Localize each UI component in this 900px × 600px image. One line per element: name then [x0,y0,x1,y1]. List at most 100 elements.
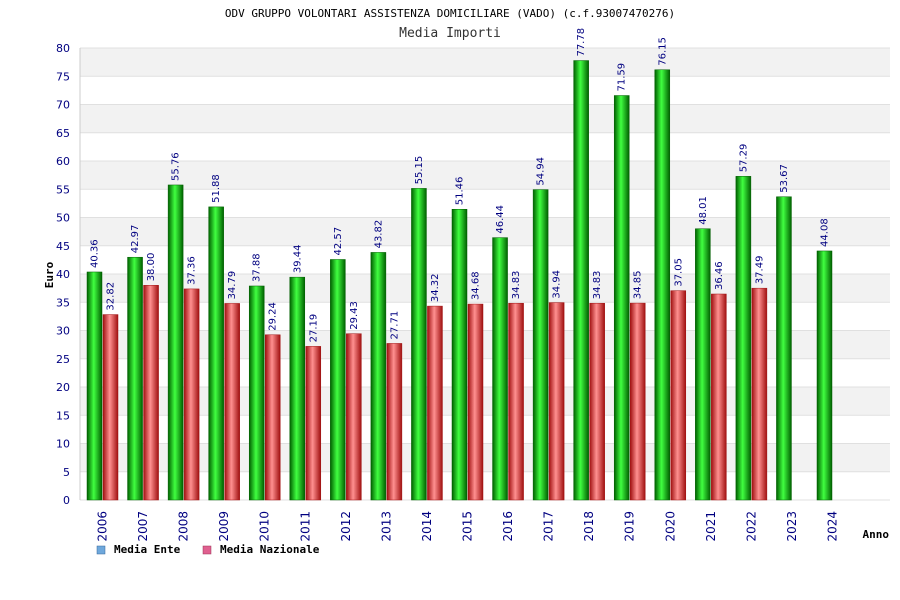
value-label-ente-2014: 55.15 [414,156,425,185]
y-tick-label: 60 [56,155,70,168]
value-label-nazionale-2006: 32.82 [106,282,117,311]
grid-band [80,443,890,472]
x-tick-label-2013: 2013 [379,511,393,542]
bar-ente-2022 [735,176,752,501]
bar-nazionale-2018 [589,302,605,501]
x-tick-label-2012: 2012 [339,511,353,542]
value-label-nazionale-2014: 34.32 [430,273,441,302]
y-tick-label: 55 [56,183,70,196]
bar-ente-2007 [127,256,143,501]
value-labels: 40.36 32.82 42.97 38.00 55.76 37.36 51.88 34.79… [90,28,831,342]
value-label-ente-2020: 76.15 [657,37,668,66]
bar-ente-2023 [776,196,792,501]
bar-ente-2014 [411,188,427,501]
y-tick-label: 50 [56,212,70,225]
bar-nazionale-2020 [670,290,687,501]
x-axis-label: Anno [863,528,890,541]
value-label-ente-2007: 42.97 [130,225,141,254]
y-tick-label: 0 [63,494,70,507]
bar-nazionale-2010 [264,334,281,501]
chart-subtitle: Media Importi [399,26,501,41]
y-tick-label: 20 [56,381,70,394]
y-tick-label: 25 [56,353,70,366]
value-label-nazionale-2021: 36.46 [714,261,725,290]
value-label-ente-2016: 46.44 [495,205,506,234]
bar-nazionale-2008 [183,288,200,501]
x-tick-label-2022: 2022 [744,511,758,542]
legend-swatch-ente [96,545,106,555]
y-tick-label: 75 [56,70,70,83]
legend-label-nazionale: Media Nazionale [220,543,320,556]
value-label-ente-2015: 51.46 [454,177,465,206]
value-label-ente-2006: 40.36 [90,239,101,268]
bar-nazionale-2022 [751,287,768,501]
bar-nazionale-2013 [386,343,403,501]
value-label-ente-2018: 77.78 [576,28,587,57]
legend: Media Ente Media Nazionale [96,543,320,556]
x-tick-label-2006: 2006 [96,511,110,542]
value-label-nazionale-2013: 27.71 [389,311,400,340]
y-tick-label: 15 [56,409,70,422]
value-label-ente-2021: 48.01 [698,196,709,225]
y-axis-ticks: 0 5 10 15 20 25 30 35 40 45 50 55 60 65 70 75 80 [56,42,70,507]
y-tick-label: 10 [56,438,70,451]
y-axis-label: Euro [43,261,56,288]
value-label-ente-2024: 44.08 [819,218,830,247]
x-tick-label-2017: 2017 [542,511,556,542]
value-label-ente-2013: 43.82 [373,220,384,249]
value-label-ente-2017: 54.94 [536,157,547,186]
bar-ente-2020 [654,69,671,501]
value-label-nazionale-2007: 38.00 [146,253,157,282]
bar-ente-2019 [613,95,630,501]
bar-ente-2017 [532,189,549,501]
x-tick-label-2010: 2010 [258,511,272,542]
x-tick-label-2007: 2007 [136,511,150,542]
legend-label-ente: Media Ente [114,543,181,556]
bar-ente-2006 [86,271,103,501]
value-label-nazionale-2008: 37.36 [187,256,198,285]
x-tick-label-2015: 2015 [460,511,474,542]
bar-ente-2012 [330,259,346,501]
bar-ente-2021 [695,228,711,501]
value-label-nazionale-2017: 34.94 [552,270,563,299]
value-label-ente-2009: 51.88 [211,174,222,203]
value-label-ente-2023: 53.67 [779,164,790,193]
value-label-nazionale-2012: 29.43 [349,301,360,330]
x-tick-label-2008: 2008 [177,511,191,542]
bar-nazionale-2015 [467,303,484,501]
value-label-nazionale-2019: 34.85 [633,270,644,299]
value-label-ente-2008: 55.76 [171,152,182,181]
bar-ente-2015 [451,209,468,501]
x-tick-label-2023: 2023 [785,511,799,542]
grid-band [80,387,890,416]
value-label-nazionale-2015: 34.68 [470,271,481,300]
y-tick-label: 35 [56,296,70,309]
grid-band [80,274,890,303]
y-tick-label: 80 [56,42,70,55]
x-tick-label-2011: 2011 [298,511,312,542]
value-label-nazionale-2020: 37.05 [673,258,684,287]
bars [86,60,833,501]
x-axis-ticks: 2006 2007 2008 2009 2010 2011 2012 2013 2014 2015… [96,511,840,542]
y-tick-label: 40 [56,268,70,281]
bar-nazionale-2014 [427,305,443,501]
grid-band [80,104,890,133]
x-tick-label-2014: 2014 [420,511,434,542]
bar-ente-2011 [289,276,306,501]
bar-ente-2018 [573,60,589,501]
value-label-nazionale-2016: 34.83 [511,271,522,300]
value-label-ente-2022: 57.29 [738,144,749,173]
value-label-ente-2010: 37.88 [252,253,263,282]
bar-ente-2009 [208,206,224,501]
bar-ente-2013 [370,252,387,501]
bar-nazionale-2016 [508,302,524,501]
grid-band [80,48,890,77]
bar-nazionale-2006 [102,314,119,501]
bar-ente-2016 [492,237,508,501]
bar-nazionale-2007 [143,285,159,501]
bar-ente-2024 [816,250,833,501]
value-label-nazionale-2011: 27.19 [308,314,319,343]
value-label-nazionale-2018: 34.83 [592,271,603,300]
x-tick-label-2009: 2009 [217,511,231,542]
